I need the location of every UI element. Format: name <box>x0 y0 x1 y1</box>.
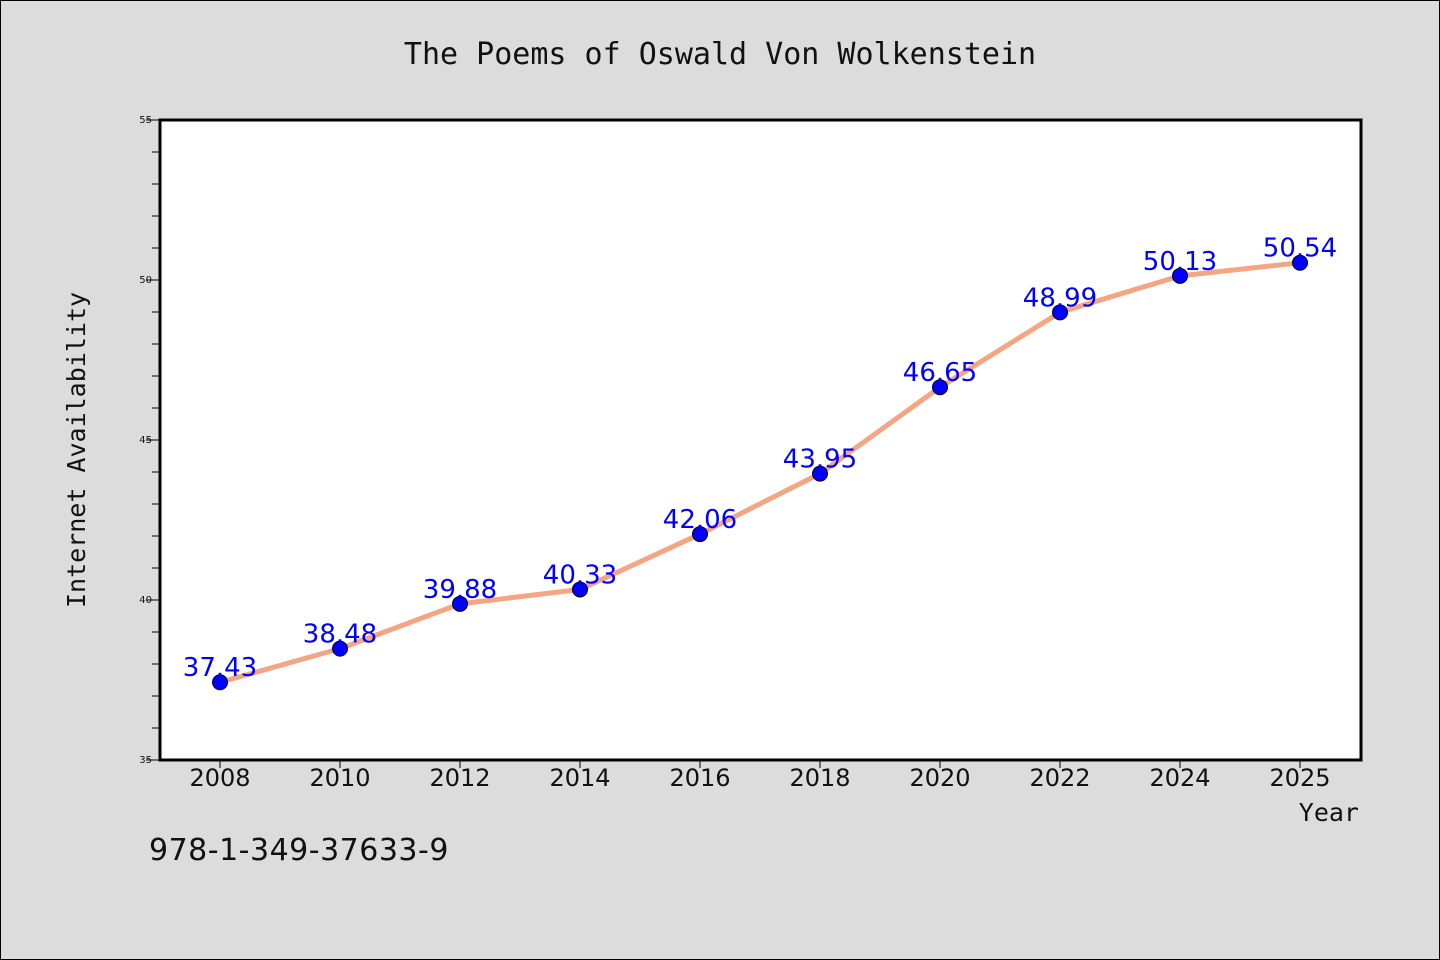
y-tick-label: 40 <box>139 595 152 606</box>
data-point <box>332 640 348 657</box>
isbn-label: 978-1-349-37633-9 <box>149 833 449 868</box>
data-label: 42.06 <box>663 505 737 535</box>
y-tick-label: 45 <box>139 435 152 446</box>
data-point <box>692 526 708 543</box>
data-point <box>932 379 948 396</box>
x-tick-label: 2010 <box>309 764 370 792</box>
x-tick-label: 2016 <box>669 764 730 792</box>
chart-title: The Poems of Oswald Von Wolkenstein <box>404 37 1036 72</box>
x-tick-label: 2018 <box>789 764 850 792</box>
y-tick-label: 50 <box>139 275 152 286</box>
data-label: 46.65 <box>903 358 977 388</box>
data-point <box>212 674 228 691</box>
x-tick-label: 2024 <box>1149 764 1210 792</box>
plot-area <box>158 118 1363 762</box>
y-tick-label: 35 <box>139 755 152 766</box>
data-label: 40.33 <box>543 560 617 590</box>
x-axis: 2008 2010 2012 2014 2016 2018 2020 2022 2024 2025 <box>189 760 1331 792</box>
x-tick-label: 2008 <box>189 764 250 792</box>
x-tick-label: 2014 <box>549 764 610 792</box>
x-tick-label: 2025 <box>1269 764 1330 792</box>
y-tick-label: 55 <box>139 115 152 126</box>
x-tick-label: 2012 <box>429 764 490 792</box>
data-label: 50.54 <box>1263 234 1337 264</box>
x-axis-label: Year <box>1299 798 1359 827</box>
data-label: 48.99 <box>1023 283 1097 313</box>
data-label: 39.88 <box>423 575 497 605</box>
y-axis-label: Internet Availability <box>62 292 91 608</box>
series-line <box>217 260 1303 685</box>
data-label: 37.43 <box>183 653 257 683</box>
y-axis: 35 40 45 50 55 <box>139 115 160 766</box>
data-point <box>452 595 468 612</box>
data-point <box>572 581 588 598</box>
data-label: 50.13 <box>1143 247 1217 277</box>
data-point <box>1052 304 1068 321</box>
data-label: 43.95 <box>783 445 857 475</box>
x-tick-label: 2022 <box>1029 764 1090 792</box>
data-point <box>1292 254 1308 271</box>
data-label: 38.48 <box>303 620 377 650</box>
series-group: 37.43 38.48 39.88 40.33 42.06 43.95 46.65 48.99… <box>183 234 1337 691</box>
data-point <box>1172 267 1188 284</box>
x-tick-label: 2020 <box>909 764 970 792</box>
data-point <box>812 465 828 482</box>
